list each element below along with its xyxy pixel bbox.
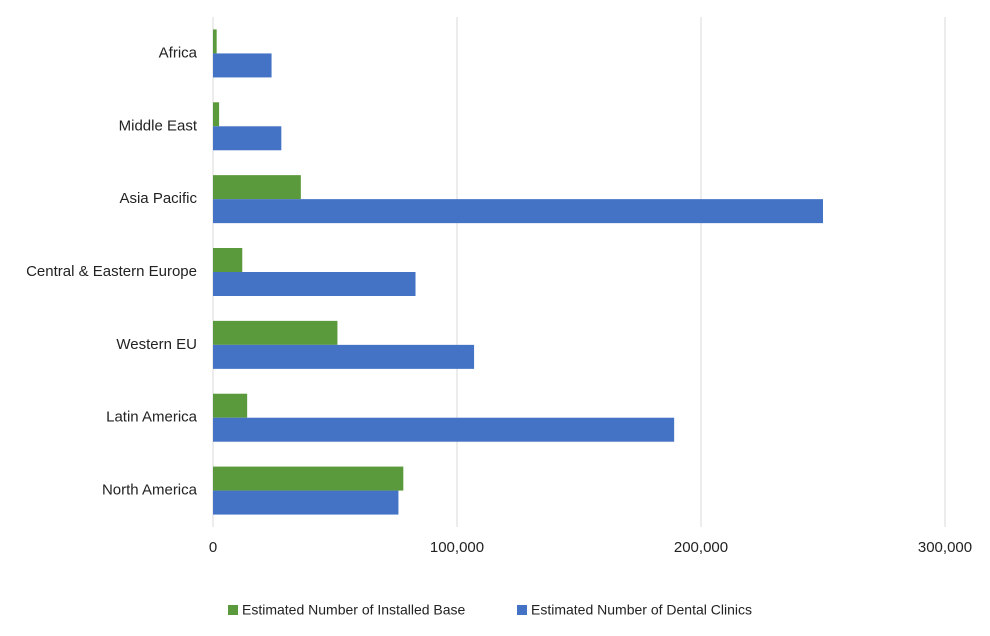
bar <box>213 490 399 515</box>
y-tick-label: Central & Eastern Europe <box>26 263 197 280</box>
x-tick-label: 200,000 <box>674 539 728 556</box>
legend-swatch <box>517 605 527 615</box>
x-tick-label: 300,000 <box>918 539 972 556</box>
y-tick-label: Africa <box>159 44 198 61</box>
bar <box>213 199 823 224</box>
bar <box>213 320 338 345</box>
bar <box>213 175 301 200</box>
y-tick-label: Asia Pacific <box>119 190 197 207</box>
legend-label: Estimated Number of Installed Base <box>242 602 466 618</box>
bar <box>213 53 272 78</box>
y-tick-label: Middle East <box>119 117 198 134</box>
bar <box>213 272 416 296</box>
bar <box>213 248 243 272</box>
y-tick-label: Latin America <box>106 409 198 426</box>
legend-label: Estimated Number of Dental Clinics <box>531 602 752 618</box>
bar <box>213 393 248 418</box>
x-tick-label: 0 <box>209 539 217 556</box>
bar <box>213 102 220 127</box>
y-tick-label: North America <box>102 482 198 499</box>
x-tick-label: 100,000 <box>430 539 484 556</box>
y-tick-label: Western EU <box>116 336 197 353</box>
legend-swatch <box>228 605 238 615</box>
bar <box>213 344 475 369</box>
bar <box>213 29 217 54</box>
bar <box>213 417 675 442</box>
bar <box>213 466 404 491</box>
legend: Estimated Number of Installed Base Estima… <box>228 602 752 618</box>
bar <box>213 126 282 151</box>
